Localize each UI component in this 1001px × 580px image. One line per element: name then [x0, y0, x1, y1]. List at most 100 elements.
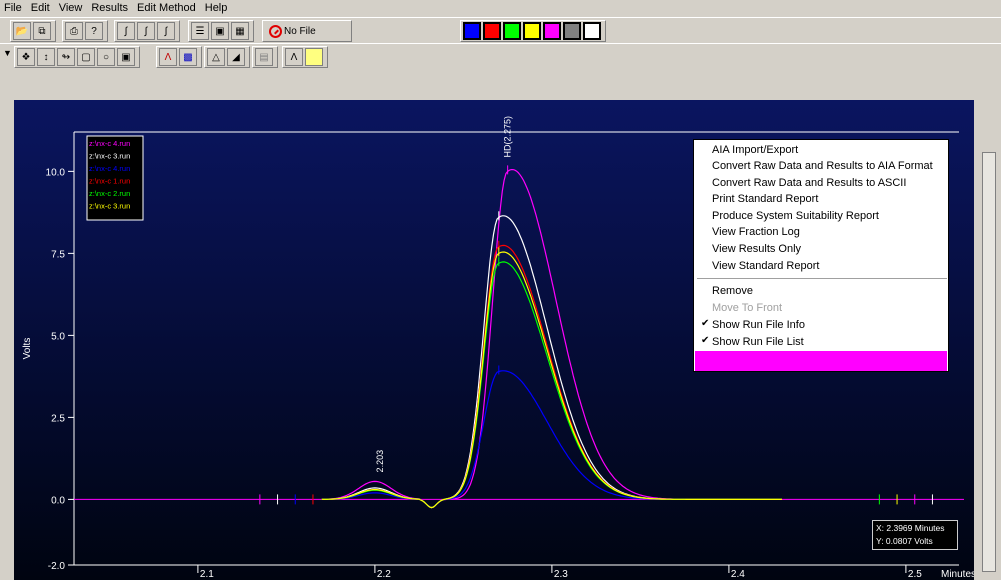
chart-toolbar: ▼ ❖ ↕ ↬ ▢ ○ ▣ Λ ▩ △ ◢ ▤ Λ — [0, 43, 1001, 69]
swatch-white[interactable] — [583, 22, 601, 40]
menu-item-print-standard-report[interactable]: Print Standard Report — [712, 193, 819, 205]
menu-item-view-standard-report[interactable]: View Standard Report — [712, 260, 820, 272]
axes: -2.0 0.0 2.5 5.0 7.5 10.0 2.1 2.2 2.3 2.4 2.5 Volts… — [22, 131, 974, 580]
area-icon[interactable]: ◢ — [227, 48, 245, 66]
shape-tool-group: Λ — [282, 46, 328, 68]
y-tick-label: 0.0 — [51, 495, 65, 506]
y-tick-label: -2.0 — [48, 561, 66, 572]
swatch-red[interactable] — [483, 22, 501, 40]
menu-help[interactable]: Help — [204, 2, 228, 14]
help-icon[interactable]: ? — [85, 22, 103, 40]
report-icon[interactable]: ▤ — [255, 48, 273, 66]
x-tick-label: 2.3 — [554, 569, 568, 580]
menu-item-show-run-file-list[interactable]: Show Run File List — [712, 336, 804, 348]
menu-item-aia-import-export[interactable]: AIA Import/Export — [712, 144, 799, 156]
toolbar-dropdown-icon[interactable]: ▼ — [3, 48, 12, 58]
menu-item-system-suitability[interactable]: Produce System Suitability Report — [712, 210, 879, 222]
legend-entry-1: z:\nx-c 3.run — [89, 152, 130, 161]
menu-item-convert-aia[interactable]: Convert Raw Data and Results to AIA Form… — [712, 160, 933, 172]
no-file-icon — [269, 24, 282, 38]
zoom-icon[interactable]: ❖ — [17, 48, 35, 66]
file-tool-group: 📂 ⧉ — [10, 20, 56, 42]
x-axis-label: Minutes — [941, 569, 974, 580]
legend-entry-5: z:\nx-c 3.run — [89, 202, 130, 211]
legend-entry-3: z:\nx-c 1.run — [89, 177, 130, 186]
menu-item-remove[interactable]: Remove — [712, 285, 753, 297]
readout-y: Y: 0.0807 Volts — [876, 536, 933, 546]
peak-shape-icon[interactable]: Λ — [285, 48, 303, 66]
main-toolbar: 📂 ⧉ ⎙ ? ∫ ∫ ∫ ☰ ▣ ▦ No File — [0, 17, 1001, 43]
peak-label-0: 2.203 — [375, 450, 385, 473]
legend-entry-4: z:\nx-c 2.run — [89, 189, 130, 198]
menu-results[interactable]: Results — [91, 2, 129, 14]
menu-item-highlighted[interactable] — [695, 351, 947, 371]
integrate-icon[interactable]: ∫ — [117, 22, 135, 40]
menu-item-move-to-front: Move To Front — [712, 302, 783, 314]
menu-view[interactable]: View — [58, 2, 83, 14]
menu-edit[interactable]: Edit — [30, 2, 50, 14]
swatch-yellow[interactable] — [523, 22, 541, 40]
fit-icon[interactable]: ▣ — [117, 48, 135, 66]
readout-x: X: 2.3969 Minutes — [876, 523, 945, 533]
no-file-group: No File — [262, 20, 352, 42]
no-file-label: No File — [284, 25, 316, 37]
series-layer — [259, 165, 933, 509]
color-swatch-group — [460, 20, 606, 42]
menu-edit-method[interactable]: Edit Method — [137, 2, 196, 14]
highlight-icon[interactable] — [305, 48, 323, 66]
menu-item-convert-ascii[interactable]: Convert Raw Data and Results to ASCII — [712, 177, 907, 189]
checkmark-icon: ✔ — [701, 318, 710, 329]
x-tick-label: 2.1 — [200, 569, 214, 580]
baseline-tool-group: △ ◢ — [204, 46, 250, 68]
report-tool-group: ▤ — [252, 46, 278, 68]
series-line-5 — [321, 251, 782, 509]
integration-tool-group: ∫ ∫ ∫ — [114, 20, 180, 42]
legend-entry-0: z:\nx-c 4.run — [89, 139, 130, 148]
integrate-events-icon[interactable]: ∫ — [137, 22, 155, 40]
baseline-icon[interactable]: △ — [207, 48, 225, 66]
y-tick-label: 7.5 — [51, 249, 65, 260]
view-tool-group: ☰ ▣ ▦ — [188, 20, 254, 42]
legend-box — [86, 135, 144, 221]
swatch-gray[interactable] — [563, 22, 581, 40]
scrollbar-track[interactable] — [982, 152, 996, 572]
x-tick-label: 2.2 — [377, 569, 391, 580]
zoom-out-icon[interactable]: ○ — [97, 48, 115, 66]
swatch-magenta[interactable] — [543, 22, 561, 40]
y-axis-label: Volts — [22, 338, 33, 360]
y-tick-label: 2.5 — [51, 413, 65, 424]
context-menu: AIA Import/Export Convert Raw Data and R… — [693, 139, 949, 372]
copy-icon[interactable]: ⧉ — [33, 22, 51, 40]
x-tick-label: 2.4 — [731, 569, 745, 580]
swatch-blue[interactable] — [463, 22, 481, 40]
legend-entry-2: z:\nx-c 4.run — [89, 164, 130, 173]
legend: z:\nx-c 4.run z:\nx-c 3.run z:\nx-c 4.run z… — [86, 135, 144, 221]
peak-tool-group: Λ ▩ — [156, 46, 202, 68]
no-file-button[interactable]: No File — [265, 24, 320, 38]
x-tick-label: 2.5 — [908, 569, 922, 580]
annotation-layer: 2.203 HD(2.275) — [375, 116, 512, 472]
y-tick-label: 10.0 — [46, 167, 66, 178]
list-icon[interactable]: ☰ — [191, 22, 209, 40]
zoom-box-icon[interactable]: ▢ — [77, 48, 95, 66]
peak-label-1: HD(2.275) — [503, 116, 513, 158]
color-grid-icon[interactable]: ▩ — [179, 48, 197, 66]
open-icon[interactable]: 📂 — [13, 22, 31, 40]
manual-integrate-icon[interactable]: ∫ — [157, 22, 175, 40]
swatch-green[interactable] — [503, 22, 521, 40]
cursor-icon[interactable]: ↕ — [37, 48, 55, 66]
menu-item-show-run-file-info[interactable]: Show Run File Info — [712, 319, 805, 331]
compare-icon[interactable]: ▦ — [231, 22, 249, 40]
menu-item-view-fraction-log[interactable]: View Fraction Log — [712, 226, 800, 238]
vertical-scrollbar[interactable] — [976, 100, 1001, 580]
print-icon[interactable]: ⎙ — [65, 22, 83, 40]
menu-item-view-results-only[interactable]: View Results Only — [712, 243, 802, 255]
cursor-readout: X: 2.3969 Minutes Y: 0.0807 Volts — [872, 520, 958, 550]
link-icon[interactable]: ↬ — [57, 48, 75, 66]
overlay-icon[interactable]: ▣ — [211, 22, 229, 40]
menu-bar: File Edit View Results Edit Method Help — [0, 0, 1001, 16]
zoom-tool-group: ❖ ↕ ↬ ▢ ○ ▣ — [14, 46, 140, 68]
peak-icon[interactable]: Λ — [159, 48, 177, 66]
menu-file[interactable]: File — [4, 2, 22, 14]
checkmark-icon: ✔ — [701, 335, 710, 346]
